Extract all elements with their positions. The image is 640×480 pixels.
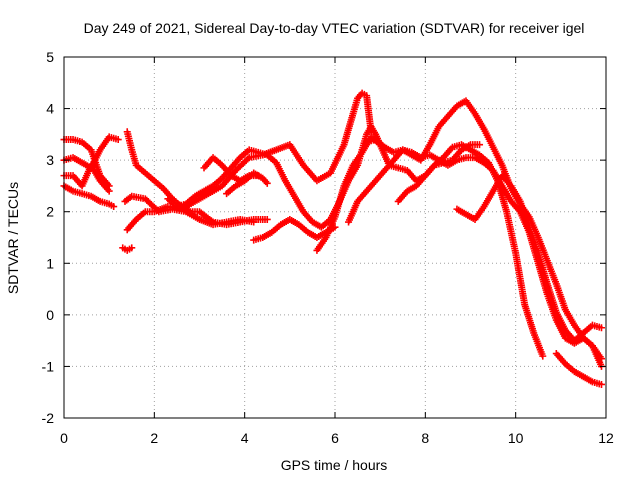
data-marks bbox=[60, 89, 605, 388]
x-tick-label: 10 bbox=[508, 430, 524, 446]
data-point bbox=[263, 179, 271, 187]
chart-title: Day 249 of 2021, Sidereal Day-to-day VTE… bbox=[84, 20, 585, 36]
data-point bbox=[597, 324, 605, 332]
series-arc-5 bbox=[119, 244, 136, 254]
x-axis-label: GPS time / hours bbox=[281, 457, 388, 473]
y-tick-label: 4 bbox=[46, 101, 54, 117]
series-arc-11 bbox=[223, 169, 271, 198]
y-axis-label: SDTVAR / TECUs bbox=[5, 182, 21, 294]
series-arc-16 bbox=[394, 141, 484, 205]
x-tick-label: 2 bbox=[150, 430, 158, 446]
data-point bbox=[105, 187, 113, 195]
y-tick-label: 3 bbox=[46, 152, 54, 168]
y-tick-label: 0 bbox=[46, 307, 54, 323]
data-point bbox=[114, 136, 122, 144]
x-tick-label: 0 bbox=[60, 430, 68, 446]
data-point bbox=[128, 244, 136, 252]
x-tick-label: 4 bbox=[241, 430, 249, 446]
y-tick-label: 2 bbox=[46, 204, 54, 220]
data-point bbox=[110, 203, 118, 211]
data-point bbox=[597, 380, 605, 388]
data-point bbox=[244, 155, 252, 163]
x-tick-label: 6 bbox=[331, 430, 339, 446]
y-tick-label: 1 bbox=[46, 255, 54, 271]
series-arc-15 bbox=[363, 97, 605, 370]
y-tick-label: 5 bbox=[46, 49, 54, 65]
y-tick-label: -1 bbox=[42, 358, 55, 374]
data-point bbox=[263, 215, 271, 223]
series-arc-17 bbox=[453, 172, 605, 345]
x-tick-label: 12 bbox=[598, 430, 614, 446]
x-tick-label: 8 bbox=[421, 430, 429, 446]
data-point bbox=[476, 141, 484, 149]
data-point bbox=[539, 352, 547, 360]
series-arc-4 bbox=[60, 182, 118, 211]
y-tick-label: -2 bbox=[42, 410, 55, 426]
series-arc-18 bbox=[552, 350, 605, 388]
